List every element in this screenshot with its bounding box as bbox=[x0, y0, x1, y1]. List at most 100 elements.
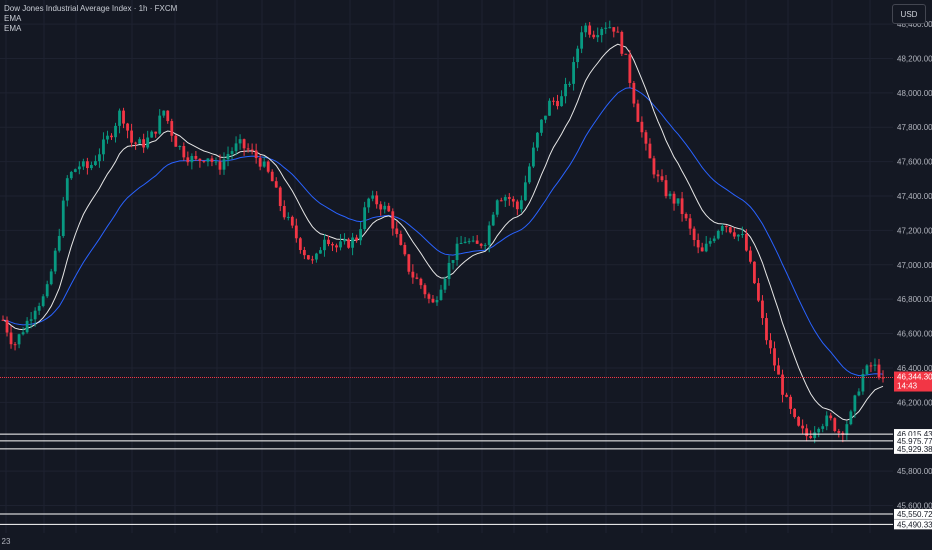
candle-body bbox=[861, 374, 865, 392]
candle-body bbox=[708, 241, 712, 244]
candle-body bbox=[106, 135, 109, 140]
candle-body bbox=[652, 158, 656, 175]
candle-body bbox=[238, 139, 242, 144]
candle-body bbox=[315, 253, 318, 260]
level-tag-bg bbox=[894, 519, 932, 530]
candle-body bbox=[592, 34, 596, 38]
candle-body bbox=[753, 261, 756, 284]
candle-body bbox=[720, 225, 724, 231]
candle-body bbox=[857, 391, 861, 396]
candle-body bbox=[190, 155, 194, 163]
y-tick-label: 46,800.00 bbox=[897, 295, 932, 304]
candle-body bbox=[138, 139, 142, 144]
candle-body bbox=[628, 54, 632, 83]
candle-body bbox=[833, 418, 837, 432]
candle-body bbox=[206, 158, 210, 162]
level-tag-bg bbox=[894, 435, 932, 446]
candle-body bbox=[154, 131, 158, 134]
candle-body bbox=[178, 146, 182, 148]
ema-indicator-2[interactable]: EMA bbox=[4, 24, 22, 33]
candle-body bbox=[584, 25, 588, 33]
candle-body bbox=[194, 155, 198, 159]
candle-body bbox=[33, 310, 37, 320]
candle-body bbox=[61, 200, 65, 237]
candle-body bbox=[515, 201, 519, 210]
y-tick-label: 47,000.00 bbox=[897, 261, 932, 270]
symbol-title[interactable]: Dow Jones Industrial Average Index · 1h … bbox=[4, 4, 178, 13]
candle-body bbox=[258, 158, 262, 167]
candle-body bbox=[110, 135, 113, 138]
candle-body bbox=[431, 298, 435, 303]
candle-body bbox=[298, 238, 302, 250]
candle-body bbox=[527, 166, 531, 183]
chart-legend: Dow Jones Industrial Average Index · 1h … bbox=[4, 4, 177, 34]
candle-body bbox=[471, 240, 475, 242]
ema-indicator-1[interactable]: EMA bbox=[4, 14, 22, 23]
candle-body bbox=[327, 239, 330, 245]
candle-body bbox=[712, 238, 716, 242]
candle-body bbox=[459, 243, 463, 245]
candle-body bbox=[363, 207, 367, 230]
level-tag-bg bbox=[894, 429, 932, 440]
candle-body bbox=[399, 234, 403, 245]
candle-body bbox=[118, 110, 121, 126]
candle-body bbox=[439, 289, 443, 301]
candle-body bbox=[532, 147, 535, 167]
candle-body bbox=[202, 160, 206, 162]
candle-body bbox=[407, 254, 411, 272]
candle-body bbox=[81, 161, 85, 167]
candle-body bbox=[423, 285, 427, 295]
candle-body bbox=[286, 216, 290, 218]
candle-body bbox=[391, 211, 395, 229]
candle-body bbox=[499, 200, 503, 202]
candle-body bbox=[455, 243, 459, 261]
candle-body bbox=[122, 110, 125, 124]
ema-fast-path bbox=[2, 43, 884, 421]
candle-body bbox=[853, 395, 857, 412]
candle-body bbox=[765, 318, 768, 341]
candle-body bbox=[656, 174, 660, 177]
candle-body bbox=[427, 294, 431, 299]
candle-body bbox=[873, 364, 877, 366]
candle-body bbox=[608, 27, 612, 29]
candle-body bbox=[347, 239, 350, 248]
candle-body bbox=[757, 283, 760, 301]
candle-body bbox=[552, 100, 555, 102]
y-tick-label: 46,400.00 bbox=[897, 364, 932, 373]
candle-body bbox=[57, 236, 61, 251]
candle-body bbox=[114, 125, 117, 138]
candle-body bbox=[507, 197, 511, 199]
candle-body bbox=[94, 161, 97, 166]
currency-button[interactable]: USD bbox=[892, 4, 926, 24]
y-tick-label: 47,800.00 bbox=[897, 123, 932, 132]
candle-body bbox=[640, 121, 644, 133]
candle-body bbox=[684, 214, 688, 219]
x-tick-label: 23 bbox=[2, 537, 11, 546]
candle-body bbox=[475, 240, 479, 244]
ema-slow-path bbox=[2, 87, 884, 377]
candle-body bbox=[773, 348, 776, 366]
candle-body bbox=[419, 278, 423, 286]
candle-body bbox=[632, 82, 636, 104]
candle-body bbox=[331, 244, 334, 246]
price-axis-bg bbox=[893, 0, 932, 550]
candle-body bbox=[323, 239, 326, 251]
candle-body bbox=[624, 53, 628, 55]
candle-body bbox=[359, 229, 363, 241]
candle-body bbox=[214, 161, 218, 163]
y-tick-label: 46,200.00 bbox=[897, 398, 932, 407]
level-tag-label: 46,015.43 bbox=[897, 430, 932, 439]
candle-body bbox=[769, 340, 772, 349]
candle-body bbox=[676, 198, 680, 204]
candle-body bbox=[600, 28, 604, 36]
candle-body bbox=[572, 62, 575, 84]
candle-body bbox=[198, 158, 202, 161]
y-tick-label: 47,600.00 bbox=[897, 158, 932, 167]
candle-body bbox=[65, 178, 69, 201]
candle-body bbox=[5, 319, 9, 333]
candle-body bbox=[302, 249, 306, 256]
y-tick-label: 45,800.00 bbox=[897, 467, 932, 476]
candle-body bbox=[648, 143, 652, 159]
candle-body bbox=[692, 228, 696, 241]
